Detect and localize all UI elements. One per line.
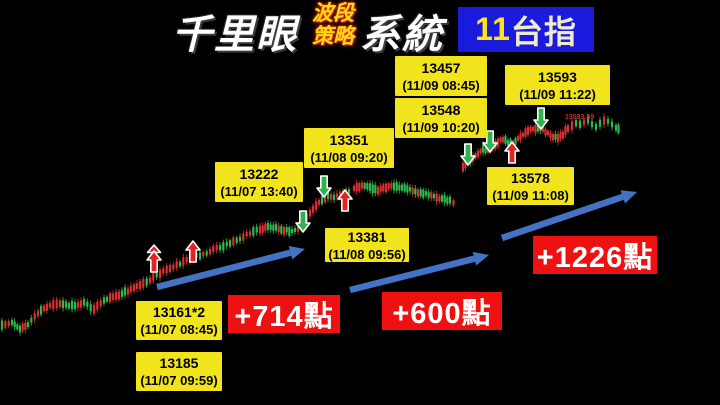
strategy-stack-bottom: 策略 bbox=[312, 25, 354, 48]
price-time: (11/09 11:22) bbox=[519, 86, 596, 102]
peak-price-tag: 13593.59 bbox=[565, 114, 595, 121]
buy-signal-icon bbox=[185, 240, 201, 263]
trend-arrow bbox=[156, 245, 305, 291]
sell-signal-icon bbox=[295, 210, 311, 233]
price-value: 13161*2 bbox=[152, 304, 206, 320]
price-annotation-13381: 13381 (11/08 09:56) bbox=[325, 228, 409, 262]
price-time: (11/07 13:40) bbox=[220, 183, 298, 199]
price-value: 13381 bbox=[347, 228, 387, 245]
contract-month: 11 bbox=[475, 11, 511, 47]
buy-signal-icon bbox=[504, 141, 520, 164]
strategy-stack-label: 波段 策略 bbox=[304, 2, 362, 48]
contract-name: 台指 bbox=[510, 13, 577, 50]
contract-badge: 11 台指 bbox=[458, 7, 594, 52]
app-title-part2: 系統 bbox=[360, 13, 444, 57]
gain-annotation-600: +600點 bbox=[382, 292, 502, 330]
gain-annotation-1226: +1226點 bbox=[533, 236, 657, 274]
price-value: 13185 bbox=[159, 355, 199, 371]
price-annotation-13593: 13593 (11/09 11:22) bbox=[505, 65, 610, 105]
sell-signal-icon bbox=[533, 107, 549, 130]
price-time: (11/09 10:20) bbox=[402, 119, 480, 135]
price-annotation-13161: 13161*2 (11/07 08:45) bbox=[136, 301, 222, 340]
gain-annotation-714: +714點 bbox=[228, 295, 340, 333]
price-time: (11/09 11:08) bbox=[492, 187, 569, 203]
price-value: 13351 bbox=[329, 131, 369, 148]
price-value: 13548 bbox=[421, 101, 461, 118]
price-value: 13578 bbox=[511, 169, 550, 186]
sell-signal-icon bbox=[460, 143, 476, 166]
price-annotation-13222: 13222 (11/07 13:40) bbox=[215, 162, 303, 202]
price-time: (11/09 08:45) bbox=[402, 77, 480, 93]
trend-arrow bbox=[349, 251, 489, 294]
buy-signal-icon bbox=[337, 189, 353, 212]
sell-signal-icon bbox=[316, 175, 332, 198]
price-annotation-13548: 13548 (11/09 10:20) bbox=[395, 98, 487, 138]
price-time: (11/07 08:45) bbox=[140, 322, 218, 337]
sell-signal-icon bbox=[482, 130, 498, 153]
buy-signal-icon bbox=[146, 244, 162, 273]
trend-arrow bbox=[500, 190, 637, 242]
price-value: 13457 bbox=[421, 59, 461, 76]
price-annotation-13578: 13578 (11/09 11:08) bbox=[487, 167, 574, 205]
price-annotation-13185: 13185 (11/07 09:59) bbox=[136, 352, 222, 391]
price-time: (11/07 09:59) bbox=[140, 373, 218, 388]
strategy-stack-top: 波段 bbox=[312, 2, 354, 25]
price-annotation-13351: 13351 (11/08 09:20) bbox=[304, 128, 394, 168]
price-time: (11/08 09:56) bbox=[328, 246, 406, 262]
price-value: 13222 bbox=[239, 165, 279, 182]
price-time: (11/08 09:20) bbox=[310, 149, 388, 165]
price-annotation-13457: 13457 (11/09 08:45) bbox=[395, 56, 487, 96]
price-value: 13593 bbox=[538, 68, 577, 85]
app-title-part1: 千里眼 bbox=[172, 13, 298, 57]
